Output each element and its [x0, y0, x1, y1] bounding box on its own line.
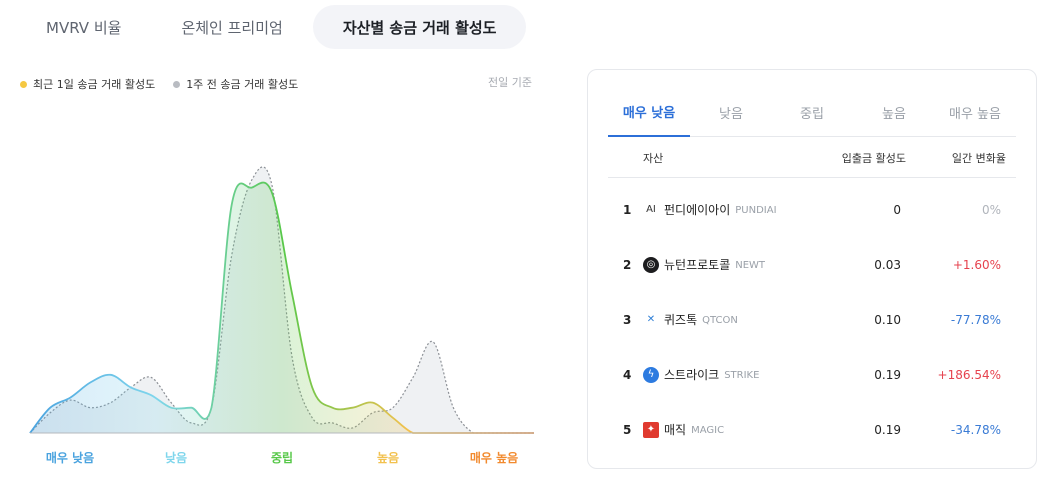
column-header-change: 일간 변화율: [951, 152, 1006, 165]
chart-legend: 최근 1일 송금 거래 활성도 1주 전 송금 거래 활성도: [20, 76, 316, 92]
asset-name: 매직: [664, 423, 687, 437]
strike-logo-icon: ϟ: [643, 366, 659, 383]
tab-mvrv-ratio[interactable]: MVRV 비율: [46, 18, 122, 37]
x-axis-label: 낮음: [164, 451, 188, 465]
level-tab-neutral[interactable]: 중립: [800, 106, 824, 122]
table-row[interactable]: 3 ✕ 퀴즈톡 QTCON 0.10 -77.78%: [608, 292, 1016, 347]
tab-transfer-activity[interactable]: 자산별 송금 거래 활성도: [312, 5, 527, 49]
asset-name: 펀디에이아이: [664, 203, 731, 217]
rank-number: 5: [623, 422, 632, 437]
x-axis-label: 중립: [270, 451, 294, 465]
asset-name: 스트라이크: [664, 368, 720, 382]
asset-symbol: MAGIC: [691, 425, 725, 436]
qtcon-logo-icon: ✕: [643, 311, 659, 328]
activity-value: 0.19: [874, 367, 901, 382]
legend-item-current[interactable]: 최근 1일 송금 거래 활성도: [20, 76, 155, 92]
rank-number: 2: [623, 257, 632, 272]
level-tab-low[interactable]: 낮음: [719, 106, 743, 122]
rank-number: 4: [623, 367, 632, 382]
activity-value: 0.10: [874, 312, 901, 327]
activity-value: 0.03: [874, 257, 901, 272]
table-row[interactable]: 4 ϟ 스트라이크 STRIKE 0.19 +186.54%: [608, 347, 1016, 402]
category-tabs: MVRV 비율 온체인 프리미엄 자산별 송금 거래 활성도: [16, 4, 527, 50]
activity-value: 0.19: [874, 422, 901, 437]
pundiai-logo-icon: AI: [643, 201, 659, 218]
table-row[interactable]: 2 ◎ 뉴턴프로토콜 NEWT 0.03 +1.60%: [608, 237, 1016, 292]
asset-symbol: STRIKE: [724, 370, 760, 381]
daily-change: 0%: [981, 202, 1001, 217]
tab-onchain-premium[interactable]: 온체인 프리미엄: [181, 18, 283, 37]
asset-table-body: 1 AI 펀디에이아이 PUNDIAI 0 0% 2 ◎ 뉴턴프로토콜 NEWT…: [608, 182, 1016, 457]
activity-value: 0: [893, 202, 901, 217]
chart-svg: [29, 166, 534, 434]
asset-name: 퀴즈톡: [664, 313, 698, 327]
series-area-current: [30, 182, 534, 433]
legend-item-previous[interactable]: 1주 전 송금 거래 활성도: [173, 76, 298, 92]
rank-number: 1: [623, 202, 632, 217]
table-header: 자산 입출금 활성도 일간 변화율: [608, 138, 1016, 178]
daily-change: -34.78%: [950, 422, 1001, 437]
asset-name: 뉴턴프로토콜: [664, 258, 731, 272]
magic-logo-icon: ✦: [643, 421, 659, 438]
level-tabs: 매우 낮음 낮음 중립 높음 매우 높음: [608, 88, 1016, 137]
asset-symbol: NEWT: [735, 260, 766, 271]
column-header-asset: 자산: [643, 152, 664, 165]
newt-logo-icon: ◎: [643, 256, 659, 273]
daily-change: +186.54%: [937, 367, 1001, 382]
table-row[interactable]: 1 AI 펀디에이아이 PUNDIAI 0 0%: [608, 182, 1016, 237]
legend-label-previous: 1주 전 송금 거래 활성도: [186, 78, 299, 91]
daily-change: -77.78%: [950, 312, 1001, 327]
column-header-activity: 입출금 활성도: [841, 152, 906, 165]
legend-label-current: 최근 1일 송금 거래 활성도: [33, 78, 156, 91]
asset-ranking-panel: 매우 낮음 낮음 중립 높음 매우 높음 자산 입출금 활성도 일간 변화율 1…: [587, 69, 1037, 469]
x-axis-label: 높음: [376, 451, 400, 465]
asset-symbol: PUNDIAI: [735, 205, 777, 216]
x-axis-labels: 매우 낮음 낮음 중립 높음 매우 높음: [24, 449, 540, 467]
asset-symbol: QTCON: [702, 315, 738, 326]
x-axis-label: 매우 높음: [469, 451, 519, 465]
level-tab-very-high[interactable]: 매우 높음: [949, 106, 1001, 122]
legend-dot-previous: [173, 80, 181, 88]
x-axis-label: 매우 낮음: [45, 451, 95, 465]
reference-note: 전일 기준: [488, 76, 532, 89]
level-tab-very-low[interactable]: 매우 낮음: [608, 88, 690, 137]
activity-distribution-chart: [24, 150, 540, 442]
legend-dot-current: [20, 80, 27, 88]
rank-number: 3: [623, 312, 632, 327]
table-row[interactable]: 5 ✦ 매직 MAGIC 0.19 -34.78%: [608, 402, 1016, 457]
daily-change: +1.60%: [952, 257, 1001, 272]
level-tab-high[interactable]: 높음: [882, 106, 906, 122]
